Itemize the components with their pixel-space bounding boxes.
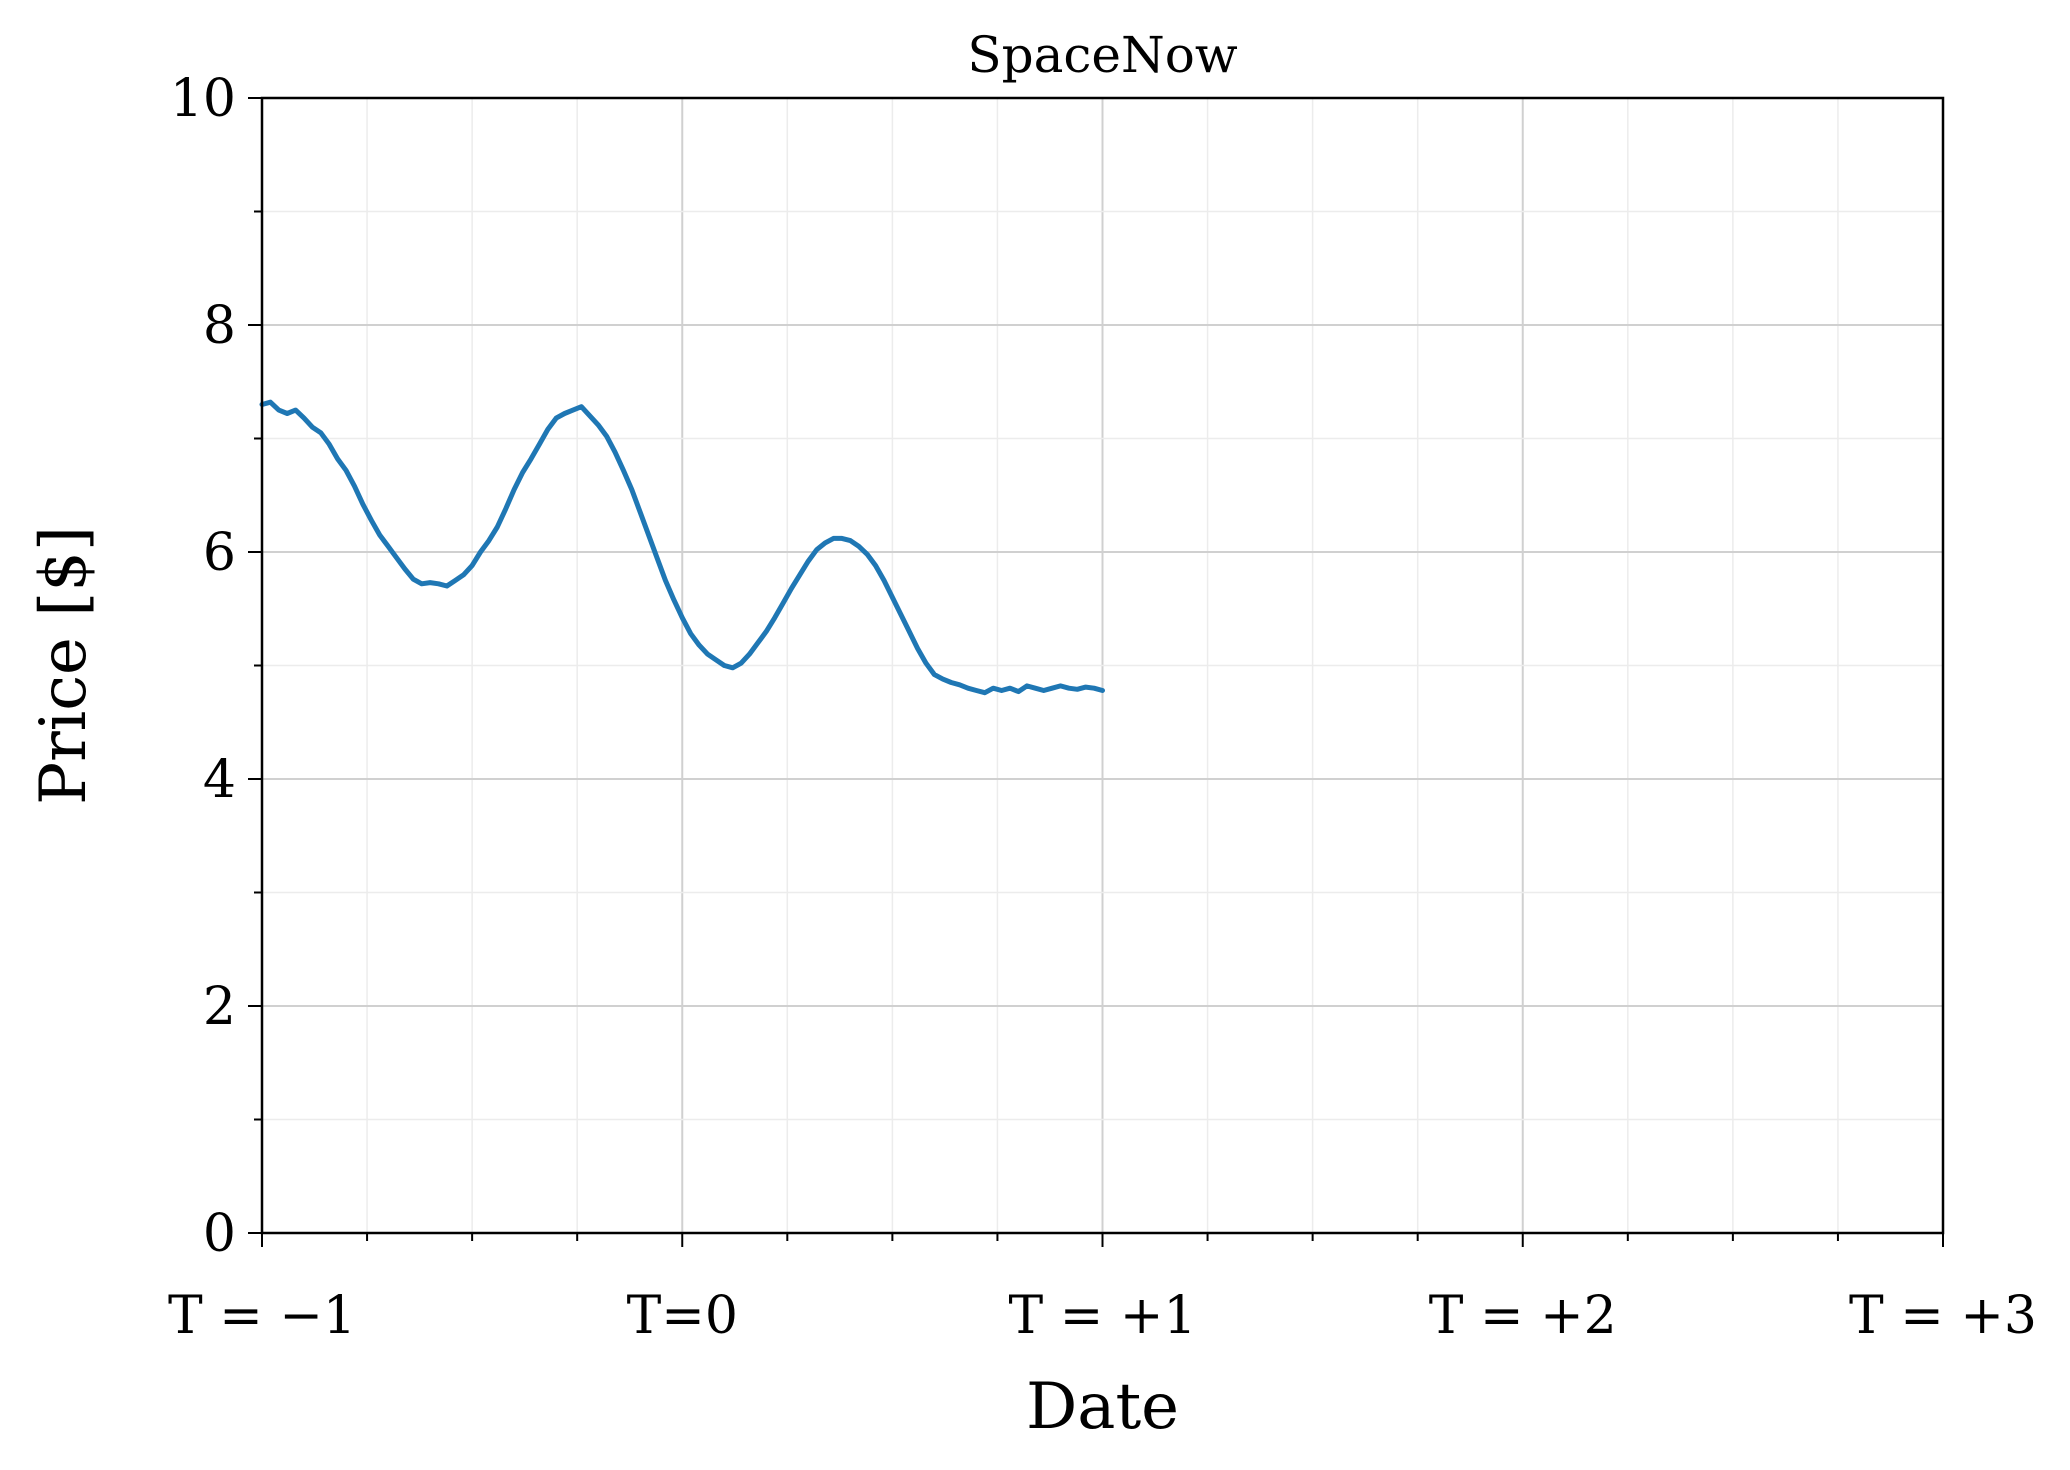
y-axis-label: Price [$]	[27, 526, 101, 805]
y-tick-label: 6	[203, 523, 236, 583]
y-tick-label: 8	[203, 296, 236, 356]
y-tick-label: 0	[203, 1204, 236, 1264]
x-tick-label: T = +3	[1849, 1286, 2037, 1346]
x-tick-label: T = +1	[1009, 1286, 1197, 1346]
grid	[261, 97, 1944, 1234]
x-tick-label: T=0	[627, 1286, 738, 1346]
y-tick-label: 2	[203, 977, 236, 1037]
price-series-line	[259, 399, 1105, 696]
x-tick-label: T = +2	[1429, 1286, 1617, 1346]
x-axis-label: Date	[1026, 1370, 1179, 1444]
chart-title: SpaceNow	[967, 26, 1238, 84]
y-tick-label: 10	[170, 69, 236, 129]
x-tick-label: T = −1	[168, 1286, 356, 1346]
y-tick-label: 4	[203, 750, 236, 810]
series-layer	[259, 399, 1105, 696]
ticks: 0 2 4 6 8 10 T = −1 T=0 T = +1 T = +2 T = +3	[168, 69, 2037, 1346]
